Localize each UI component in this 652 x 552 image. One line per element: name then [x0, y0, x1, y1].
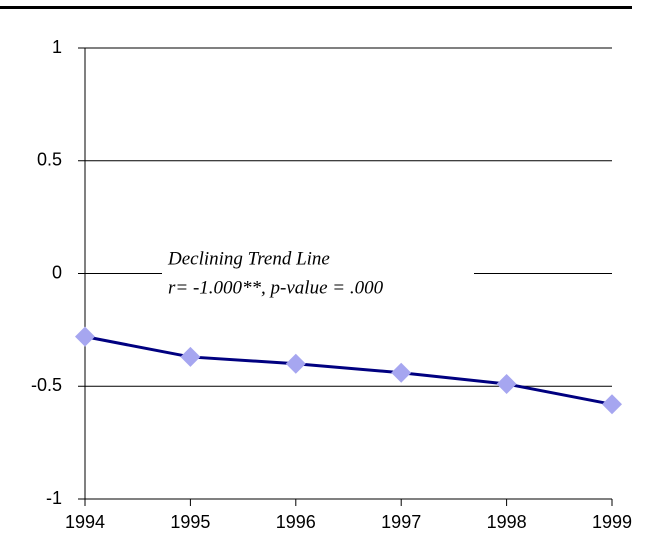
y-tick-label: 0.5	[37, 150, 62, 170]
y-tick-label: 1	[52, 37, 62, 57]
x-tick-label: 1997	[381, 512, 421, 532]
x-tick-label: 1994	[65, 512, 105, 532]
marker	[75, 326, 95, 347]
annotation: r= -1.000**, p-value = .000	[168, 277, 384, 298]
x-tick-label: 1995	[170, 512, 210, 532]
y-tick-label: -1	[46, 488, 62, 508]
line	[84, 335, 613, 406]
annotation: Declining Trend Line	[167, 248, 330, 269]
y-tick-label: -0.5	[31, 375, 62, 395]
marker	[496, 373, 517, 394]
x-tick-label: 1996	[276, 512, 316, 532]
marker	[602, 394, 622, 415]
x-tick-label: 1998	[487, 512, 527, 532]
x-tick-label: 1999	[592, 512, 632, 532]
y-tick-label: 0	[52, 262, 62, 282]
marker	[391, 362, 412, 383]
top-rule	[0, 6, 632, 9]
marker	[285, 353, 306, 374]
marker	[180, 346, 201, 367]
annotation-box	[162, 240, 474, 302]
